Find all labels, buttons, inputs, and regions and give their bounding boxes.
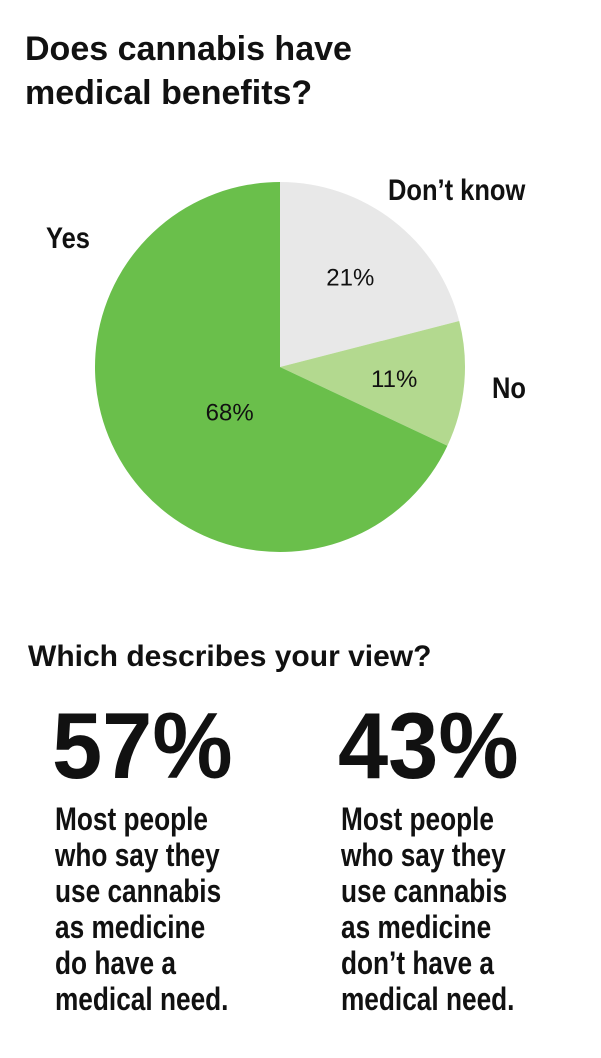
- stat-highlight: don’t have a: [341, 947, 495, 982]
- stat-value: 43%: [338, 693, 519, 798]
- stat-text: Most people: [341, 803, 494, 838]
- stat-value: 57%: [52, 693, 233, 798]
- slice-value-label: 11%: [371, 366, 417, 393]
- chart-title: Does cannabis have: [25, 30, 352, 68]
- stat-text: Most people: [55, 803, 208, 838]
- slice-value-label: 21%: [326, 264, 374, 291]
- slice-category-label: No: [492, 371, 526, 404]
- slice-value-label: 68%: [206, 400, 254, 427]
- stat-text: who say they: [340, 839, 506, 874]
- stat-text: use cannabis: [55, 875, 221, 910]
- slice-category-label: Don’t know: [388, 173, 526, 206]
- stat-highlight: do have a: [55, 947, 177, 982]
- chart-title: medical benefits?: [25, 74, 312, 112]
- stat-text: as medicine: [55, 911, 205, 946]
- stat-highlight: medical need.: [341, 983, 514, 1018]
- pie-slice: [95, 182, 448, 552]
- stat-text: use cannabis: [341, 875, 507, 910]
- slice-category-label: Yes: [46, 221, 90, 254]
- pie-slice: [280, 320, 465, 446]
- pie-slice: [280, 182, 460, 367]
- stat-highlight: medical need.: [55, 983, 228, 1018]
- stat-text: who say they: [54, 839, 220, 874]
- section-title: Which describes your view?: [28, 640, 431, 673]
- stat-text: as medicine: [341, 911, 491, 946]
